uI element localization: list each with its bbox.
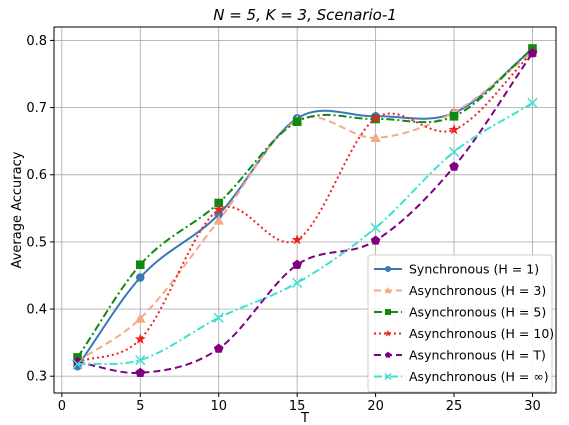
legend-marker [385,266,391,272]
legend-box [367,254,553,393]
data-point [292,259,302,269]
series-5 [72,48,538,377]
legend-marker [384,372,392,381]
data-point [448,146,460,158]
legend-entry: Asynchronous (H = T) [374,348,546,363]
data-point [135,260,145,270]
x-tick-label: 30 [524,399,541,414]
data-point [135,273,145,282]
legend-marker [384,329,392,337]
data-point [291,234,303,245]
y-axis-label: Average Accuracy [10,151,25,268]
y-tick-label: 0.3 [26,370,47,385]
legend-label: Asynchronous (H = T) [409,348,546,363]
data-point [135,367,146,377]
legend-marker [384,287,392,294]
data-point [370,222,381,233]
x-tick-label: 20 [367,399,384,414]
x-tick-label: 5 [136,399,144,414]
x-tick-label: 15 [289,399,306,414]
data-point [370,132,381,143]
x-tick-label: 10 [210,399,227,414]
legend-entry: Asynchronous (H = 3) [374,283,546,298]
data-point [370,112,382,123]
data-point [292,277,303,288]
data-point [213,343,224,353]
data-point [134,313,146,323]
legend-marker [384,351,392,358]
legend: Synchronous (H = 1) Asynchronous (H = 3) A… [367,254,554,393]
legend-label: Asynchronous (H = ∞) [409,369,549,384]
plot-frame [53,26,557,394]
data-point [134,333,146,344]
series-6 [72,97,538,370]
ticks: 0 5 10 15 20 25 30 0.3 0.4 0.5 0.6 0.7 0.8 [26,34,540,414]
x-tick-label: 0 [58,399,66,414]
data-point [449,112,459,121]
data-point [213,215,225,225]
x-tick-label: 25 [446,399,463,414]
series-layer [72,44,538,377]
y-tick-label: 0.7 [26,101,47,116]
data-point [527,48,538,58]
data-point [135,354,146,366]
legend-label: Asynchronous (H = 10) [409,326,554,341]
legend-entry: Synchronous (H = 1) [374,262,539,277]
data-point [448,124,460,135]
y-tick-label: 0.4 [26,303,47,318]
data-point [449,161,459,171]
chart-title: N = 5, K = 3, Scenario-1 [213,6,397,24]
legend-marker [385,309,391,315]
legend-label: Synchronous (H = 1) [409,262,539,277]
y-tick-label: 0.6 [26,168,47,183]
data-point [370,235,381,245]
y-tick-label: 0.5 [26,235,47,250]
data-point [213,203,225,215]
data-point [213,312,224,323]
legend-entry: Asynchronous (H = ∞) [374,369,549,384]
legend-label: Asynchronous (H = 5) [409,305,546,320]
y-tick-label: 0.8 [26,34,47,49]
data-point [527,97,538,109]
data-point [72,358,83,370]
legend-label: Asynchronous (H = 3) [409,283,546,298]
legend-entry: Asynchronous (H = 10) [374,326,554,341]
legend-entry: Asynchronous (H = 5) [374,305,546,320]
data-point [214,198,224,208]
grid [54,27,556,393]
data-point [292,117,302,126]
x-axis-label: T [300,411,309,425]
